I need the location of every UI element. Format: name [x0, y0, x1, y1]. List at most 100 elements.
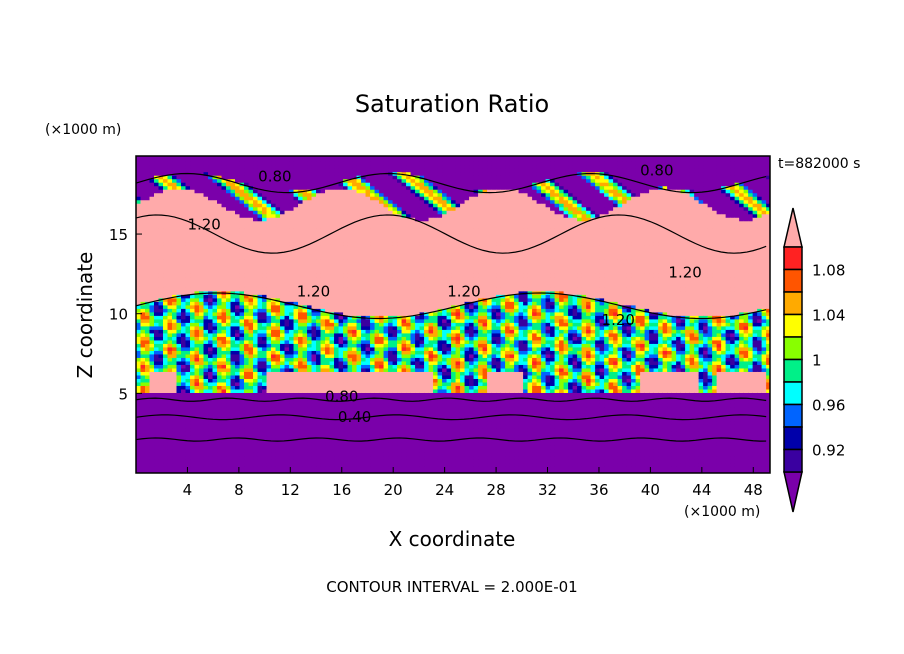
field-cell — [172, 192, 178, 197]
field-cell — [154, 392, 160, 397]
field-cell — [163, 311, 169, 316]
field-cell — [244, 374, 250, 379]
field-cell — [208, 178, 214, 183]
field-cell — [262, 441, 268, 446]
field-cell — [221, 437, 227, 443]
field-cell — [194, 346, 200, 351]
field-cell — [365, 164, 371, 169]
field-cell — [329, 325, 335, 330]
field-cell — [338, 280, 344, 285]
field-cell — [289, 311, 295, 316]
field-cell — [185, 220, 191, 225]
field-cell — [370, 458, 376, 464]
field-cell — [176, 213, 182, 218]
field-cell — [248, 343, 254, 348]
field-cell — [203, 434, 209, 439]
field-cell — [230, 224, 236, 229]
field-cell — [266, 213, 272, 218]
field-cell — [239, 199, 245, 204]
field-cell — [266, 224, 272, 229]
field-cell — [212, 262, 218, 267]
field-cell — [167, 248, 173, 253]
field-cell — [284, 308, 290, 313]
field-cell — [194, 423, 200, 429]
field-cell — [248, 385, 254, 390]
field-cell — [275, 301, 281, 306]
field-cell — [374, 406, 380, 411]
field-cell — [172, 178, 178, 183]
field-cell — [280, 416, 286, 422]
field-cell — [280, 224, 286, 229]
field-cell — [370, 283, 376, 288]
field-cell — [361, 434, 367, 439]
field-cell — [280, 353, 286, 358]
field-cell — [176, 434, 182, 439]
field-cell — [316, 385, 322, 390]
field-cell — [136, 213, 142, 218]
field-cell — [352, 458, 358, 464]
field-cell — [289, 329, 295, 334]
field-cell — [325, 371, 331, 376]
field-cell — [181, 378, 187, 383]
field-cell — [320, 409, 326, 415]
field-cell — [176, 189, 182, 194]
field-cell — [248, 378, 254, 383]
field-cell — [163, 315, 169, 320]
field-cell — [149, 196, 155, 201]
field-cell — [253, 430, 259, 436]
field-cell — [190, 402, 196, 408]
field-cell — [253, 423, 259, 429]
field-cell — [167, 350, 173, 355]
field-cell — [158, 199, 164, 204]
field-cell — [140, 423, 146, 429]
field-cell — [248, 430, 254, 436]
field-cell — [316, 360, 322, 365]
field-cell — [158, 178, 164, 183]
field-cell — [185, 276, 191, 281]
field-cell — [203, 332, 209, 337]
field-cell — [379, 325, 385, 330]
field-cell — [221, 276, 227, 281]
field-cell — [334, 269, 340, 274]
field-cell — [221, 465, 227, 471]
field-cell — [163, 210, 169, 215]
field-cell — [226, 238, 232, 243]
field-cell — [284, 164, 290, 169]
field-cell — [158, 287, 164, 292]
field-cell — [329, 171, 335, 176]
field-cell — [361, 336, 367, 341]
field-cell — [140, 357, 146, 362]
field-cell — [334, 458, 340, 464]
field-cell — [361, 388, 367, 393]
field-cell — [221, 350, 227, 355]
field-cell — [361, 294, 367, 299]
field-cell — [311, 434, 317, 439]
field-cell — [154, 287, 160, 292]
field-cell — [280, 395, 286, 401]
field-cell — [329, 301, 335, 306]
field-cell — [293, 199, 299, 204]
field-cell — [275, 416, 281, 422]
field-cell — [244, 448, 250, 453]
field-cell — [298, 469, 304, 473]
field-cell — [379, 465, 385, 471]
field-cell — [370, 353, 376, 358]
field-cell — [316, 437, 322, 443]
field-cell — [262, 241, 268, 246]
field-cell — [239, 269, 245, 274]
field-cell — [316, 234, 322, 239]
field-cell — [316, 395, 322, 401]
field-cell — [302, 308, 308, 313]
field-cell — [374, 325, 380, 330]
field-cell — [167, 157, 173, 162]
field-cell — [293, 245, 299, 250]
field-cell — [347, 206, 353, 211]
field-cell — [284, 353, 290, 358]
field-cell — [302, 371, 308, 376]
field-cell — [149, 168, 155, 173]
field-cell — [266, 269, 272, 274]
field-cell — [343, 392, 349, 397]
field-cell — [356, 409, 362, 415]
field-cell — [334, 413, 340, 418]
field-cell — [176, 224, 182, 229]
